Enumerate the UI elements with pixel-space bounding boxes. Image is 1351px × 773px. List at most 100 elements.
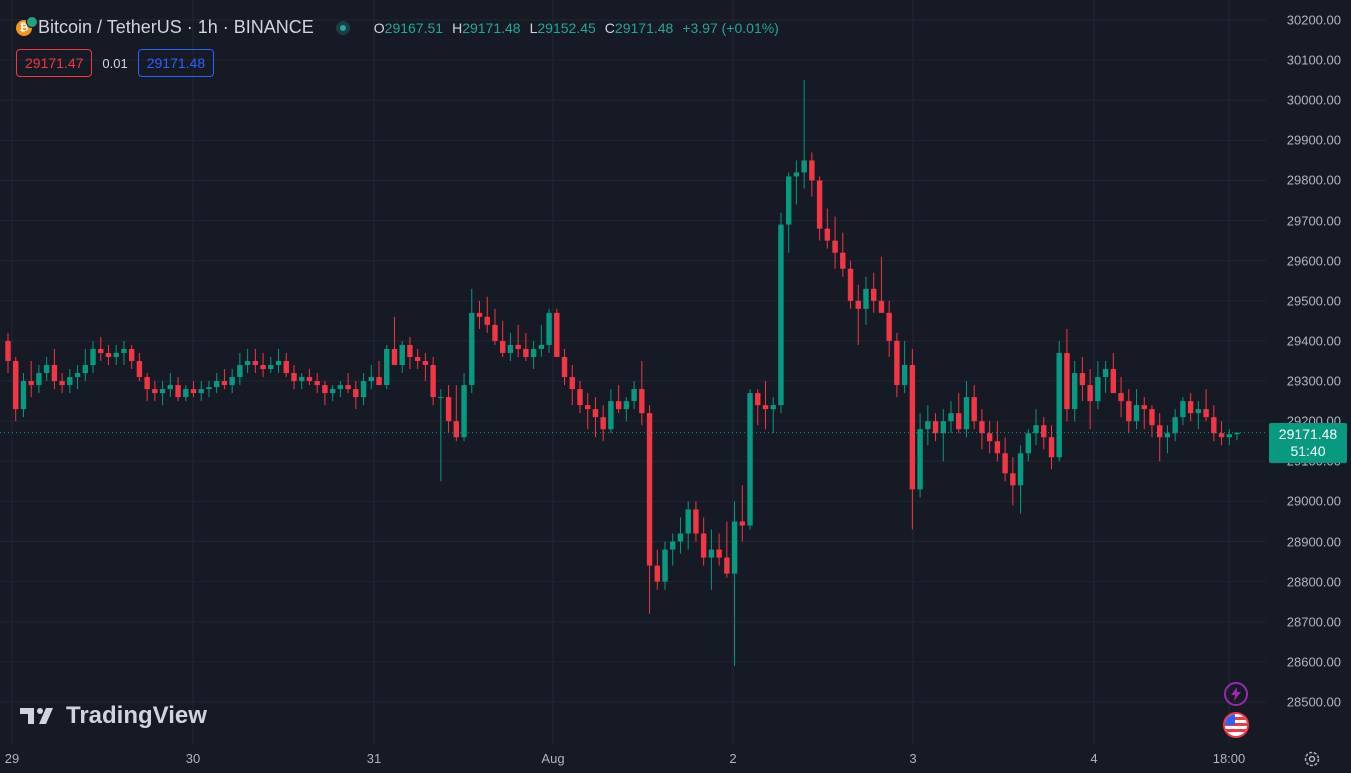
candle-body xyxy=(971,397,977,422)
candle xyxy=(1033,409,1039,446)
candle xyxy=(1126,389,1132,434)
candle-body xyxy=(1172,417,1178,434)
candle xyxy=(1226,429,1232,446)
candle xyxy=(329,385,336,402)
price-axis[interactable]: 30200.00 30100.00 30000.00 29900.00 29800.00… xyxy=(1266,0,1351,745)
price-tick-label: 29900.00 xyxy=(1286,132,1341,148)
candle-body xyxy=(59,381,65,386)
candle-body xyxy=(1141,405,1147,410)
last-price-label: 29171.48 51:40 xyxy=(1269,423,1347,463)
candle-body xyxy=(229,377,235,386)
gear-icon[interactable] xyxy=(1303,750,1321,768)
candle-body xyxy=(840,252,846,269)
candle-body xyxy=(639,389,645,414)
candle xyxy=(747,389,753,530)
candle-body xyxy=(809,160,815,181)
candle xyxy=(229,369,235,394)
candle xyxy=(414,348,421,370)
candle-body xyxy=(43,365,50,374)
candle-body xyxy=(801,160,807,173)
candle-body xyxy=(337,385,344,390)
time-tick-label: Aug xyxy=(541,751,565,766)
candle xyxy=(917,413,923,498)
candle xyxy=(979,409,985,450)
watermark-text: TradingView xyxy=(66,702,207,729)
candle-body xyxy=(1234,432,1240,435)
candle-body xyxy=(700,533,707,558)
candle-body xyxy=(886,312,892,341)
ohlc-values: O29167.51 H29171.48 L29152.45 C29171.48 … xyxy=(374,20,779,36)
candle-body xyxy=(1164,433,1171,438)
candle xyxy=(360,373,367,406)
candle xyxy=(1079,356,1086,402)
candle xyxy=(175,377,181,402)
candle-body xyxy=(1126,401,1132,422)
time-tick-label: 29 xyxy=(4,751,20,766)
candle-body xyxy=(422,361,429,366)
candle-body xyxy=(662,549,668,582)
candle-body xyxy=(1187,401,1194,414)
candle xyxy=(438,389,444,482)
candle xyxy=(677,517,684,554)
candle xyxy=(492,308,498,345)
candle xyxy=(755,389,761,426)
candle-body xyxy=(1025,433,1032,454)
candle xyxy=(739,485,746,542)
candle xyxy=(523,332,529,361)
candlestick-chart[interactable] xyxy=(0,0,1266,745)
lightning-icon[interactable] xyxy=(1224,682,1248,706)
candle-body xyxy=(878,300,885,313)
candle-body xyxy=(685,509,691,534)
market-status-icon[interactable] xyxy=(335,20,350,35)
candle xyxy=(646,405,653,614)
candle-body xyxy=(407,344,413,357)
candle-body xyxy=(384,348,390,386)
candle xyxy=(1102,361,1109,394)
candle xyxy=(237,352,243,386)
candle-body xyxy=(322,385,328,394)
candle xyxy=(507,332,514,361)
candle xyxy=(986,421,993,454)
symbol-title[interactable]: Bitcoin / TetherUS · 1h · BINANCE xyxy=(38,17,314,37)
sell-button[interactable]: 29171.47 xyxy=(16,49,93,77)
candle xyxy=(716,533,722,566)
candle-body xyxy=(755,393,761,406)
candle xyxy=(105,344,112,366)
candle-body xyxy=(329,389,336,394)
candle-body xyxy=(260,365,266,370)
candle xyxy=(422,352,429,382)
candle xyxy=(940,409,946,462)
candle xyxy=(67,369,73,394)
candle-body xyxy=(461,385,467,438)
us-flag-icon[interactable] xyxy=(1223,712,1249,738)
candle-body xyxy=(484,316,490,325)
candle xyxy=(445,385,452,434)
candle xyxy=(1025,429,1032,462)
candle xyxy=(260,352,266,378)
spread-value: 0.01 xyxy=(102,55,128,71)
time-axis[interactable]: 29 30 31 Aug 2 3 4 18:00 xyxy=(0,745,1266,773)
buy-button[interactable]: 29171.48 xyxy=(137,49,215,77)
candle-body xyxy=(314,381,320,386)
chart-area[interactable] xyxy=(0,0,1266,745)
candle xyxy=(1010,457,1016,506)
time-tick-label: 18:00 xyxy=(1212,751,1246,766)
candle xyxy=(1017,445,1024,514)
candle-body xyxy=(739,521,746,526)
candle-body xyxy=(940,421,946,434)
candle xyxy=(28,361,34,398)
candle-body xyxy=(136,361,143,378)
candle xyxy=(538,324,545,357)
candle xyxy=(785,172,792,253)
candle-body xyxy=(646,413,653,566)
candle-body xyxy=(1102,369,1109,378)
candle xyxy=(855,284,861,345)
candle xyxy=(1149,405,1155,438)
candle-body xyxy=(128,348,135,361)
candle xyxy=(600,405,606,442)
candle-body xyxy=(291,373,297,382)
candle xyxy=(708,529,715,590)
tradingview-logo-icon xyxy=(20,708,53,724)
candle xyxy=(322,381,328,406)
candle-body xyxy=(152,389,158,394)
